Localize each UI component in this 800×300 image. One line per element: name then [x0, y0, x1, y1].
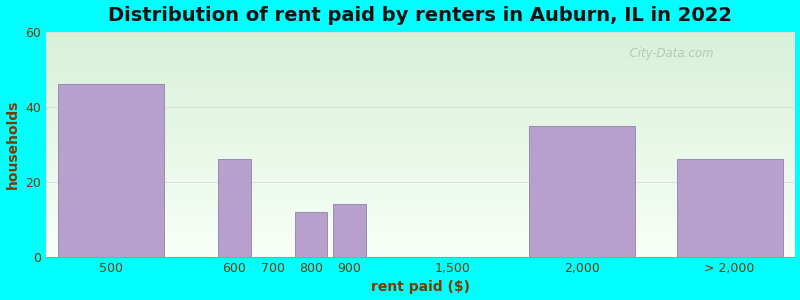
Text: City-Data.com: City-Data.com [622, 47, 714, 60]
Bar [334, 204, 366, 257]
Bar [677, 159, 782, 257]
Bar [218, 159, 250, 257]
Y-axis label: households: households [6, 100, 19, 189]
Bar [58, 84, 164, 257]
Bar [529, 126, 635, 257]
Bar [295, 212, 327, 257]
X-axis label: rent paid ($): rent paid ($) [370, 280, 470, 294]
Title: Distribution of rent paid by renters in Auburn, IL in 2022: Distribution of rent paid by renters in … [108, 6, 732, 25]
